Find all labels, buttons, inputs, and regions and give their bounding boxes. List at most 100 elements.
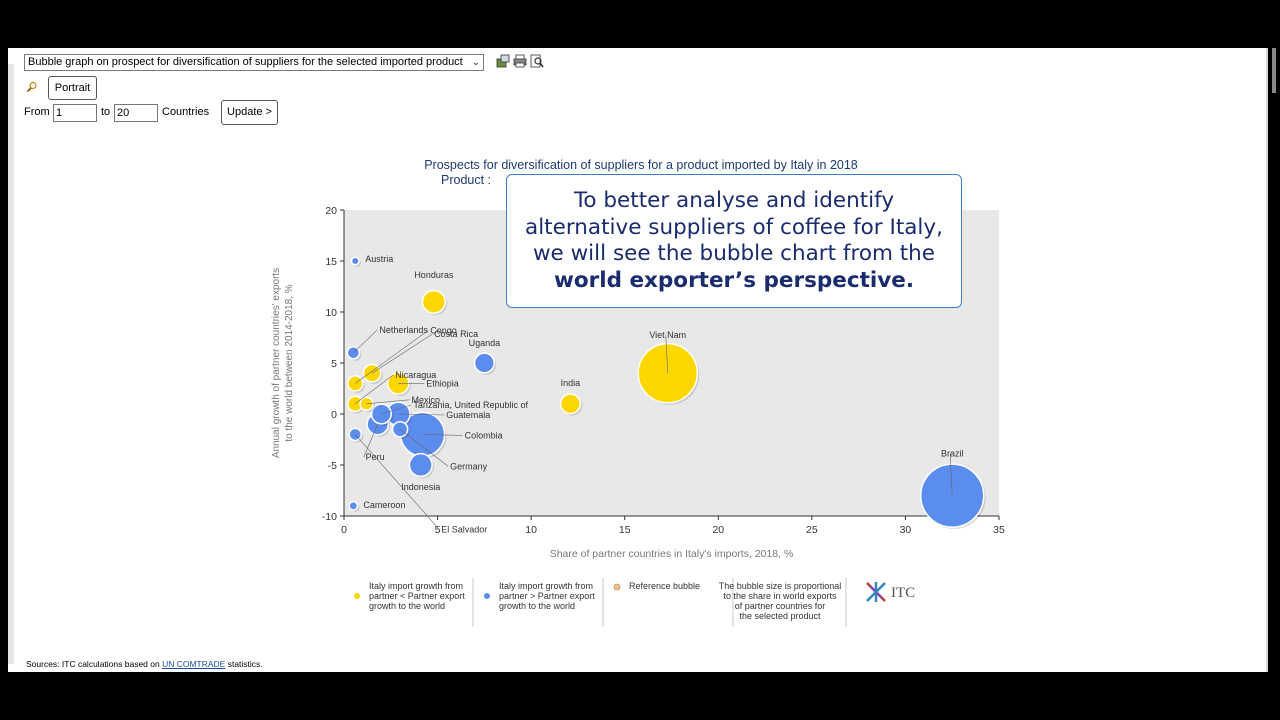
bubble-indonesia — [408, 452, 433, 478]
bubble-label: Colombia — [465, 430, 503, 440]
legend-marker-reference — [613, 583, 621, 591]
x-tick-label: 20 — [712, 524, 724, 536]
y-tick-label: 5 — [331, 358, 337, 370]
x-tick-label: 10 — [525, 524, 537, 536]
bubble-label: Costa Rica — [434, 329, 478, 339]
y-tick-label: 10 — [325, 307, 337, 319]
legend-text: partner < Partner export — [369, 591, 465, 601]
bubble-label: Netherlands — [379, 325, 428, 335]
bubble-honduras — [421, 289, 446, 314]
export-icon[interactable] — [496, 54, 510, 68]
leader-line — [366, 399, 410, 405]
portrait-button[interactable]: Portrait — [48, 76, 97, 100]
scrollbar[interactable] — [1270, 48, 1280, 672]
leader-line — [371, 333, 433, 374]
x-tick-label: 15 — [619, 524, 631, 536]
legend-text: Reference bubble — [629, 581, 700, 591]
bubble-label: Brazil — [941, 449, 964, 459]
bubble-label: El Salvador — [441, 524, 487, 534]
leader-line — [355, 330, 429, 384]
y-tick-label: 20 — [325, 205, 337, 217]
bubble-label: India — [561, 378, 581, 388]
y-tick-label: -10 — [322, 511, 337, 523]
bubble-label: Ethiopia — [426, 378, 459, 388]
legend-marker-yellow — [354, 593, 360, 599]
y-tick-label: 15 — [325, 256, 337, 268]
leader-line — [399, 429, 449, 467]
print-icon[interactable] — [513, 54, 527, 68]
graph-type-select[interactable]: Bubble graph on prospect for diversifica… — [24, 54, 484, 71]
to-label: to — [101, 106, 111, 118]
bubble-label: Congo — [430, 325, 457, 335]
legend-text: growth to the world — [369, 601, 445, 611]
bubble-label: Nicaragua — [395, 370, 436, 380]
bubble-label: Germany — [450, 461, 488, 471]
left-frame-border — [8, 64, 14, 664]
legend-text: The bubble size is proportional — [719, 581, 842, 591]
leader-line — [355, 374, 394, 405]
bubble-el-salvador — [348, 427, 363, 442]
bubble-cameroon — [348, 500, 359, 511]
y-tick-label: -5 — [328, 460, 337, 472]
itc-logo — [866, 582, 886, 602]
bubble-label: Honduras — [414, 270, 454, 280]
bubble-uganda — [473, 352, 495, 374]
legend-text: Italy import growth from — [369, 581, 463, 591]
callout-line-1: To better analyse and identify — [573, 188, 895, 213]
to-input[interactable]: 20 — [114, 104, 158, 122]
bubble-label: Viet Nam — [649, 330, 686, 340]
from-label: From — [24, 106, 50, 118]
bubble-label: Guatemala — [446, 410, 490, 420]
y-axis-title-line-2: to the world between 2014-2018, % — [284, 284, 295, 441]
callout-line-2: alternative suppliers of coffee for Ital… — [525, 214, 943, 240]
sources-suffix: statistics. — [225, 659, 263, 669]
sources-prefix: Sources: ITC calculations based on — [26, 659, 163, 669]
callout-line-4: world exporter’s perspective. — [553, 267, 914, 293]
x-tick-label: 25 — [806, 524, 818, 536]
magnifier-icon[interactable] — [26, 81, 38, 93]
leader-line — [949, 453, 953, 496]
countries-label: Countries — [162, 106, 210, 118]
bubble-label: Indonesia — [401, 482, 440, 492]
from-input[interactable]: 1 — [53, 104, 97, 122]
callout-line-3: we will see the bubble chart from the — [532, 241, 936, 266]
sources-note: Sources: ITC calculations based on UN CO… — [26, 659, 263, 669]
chevron-down-icon[interactable]: ⌄ — [471, 57, 480, 68]
legend-text: Italy import growth from — [499, 581, 593, 591]
legend-text: to the share in world exports — [723, 591, 837, 601]
scrollbar-thumb[interactable] — [1272, 48, 1276, 93]
right-frame-border — [1266, 48, 1268, 672]
x-tick-label: 0 — [341, 524, 347, 536]
bubble-label: Mexico — [411, 395, 440, 405]
leader-line — [422, 434, 463, 436]
bubble-label: Tanzania, United Republic of — [413, 400, 528, 410]
bubble-label: Austria — [365, 254, 393, 264]
un-comtrade-link[interactable]: UN COMTRADE — [162, 659, 226, 669]
chart-title: Prospects for diversification of supplie… — [424, 158, 858, 172]
x-tick-label: 30 — [900, 524, 912, 536]
legend-text: growth to the world — [499, 601, 575, 611]
bubble-austria — [350, 256, 360, 266]
bubble-label: Cameroon — [363, 500, 405, 510]
leader-line — [665, 335, 669, 374]
tutorial-callout: To better analyse and identify alternati… — [506, 174, 962, 308]
x-tick-label: 35 — [993, 524, 1005, 536]
leader-line — [381, 404, 412, 415]
leader-line — [398, 413, 445, 416]
leader-line — [355, 434, 440, 530]
leader-line — [363, 424, 378, 458]
graph-type-select-value: Bubble graph on prospect for diversifica… — [28, 56, 463, 68]
leader-line — [353, 329, 378, 354]
x-axis-title: Share of partner countries in Italy's im… — [550, 548, 794, 560]
chart-subtitle: Product : — [441, 173, 491, 187]
bubble-india — [559, 393, 582, 415]
update-button[interactable]: Update > — [221, 100, 278, 125]
bubble-label: Uganda — [469, 338, 501, 348]
itc-logo-text: ITC — [891, 585, 915, 601]
x-tick-label: 5 — [435, 524, 441, 536]
y-axis-title-line-1: Annual growth of partner countries' expo… — [271, 268, 282, 458]
legend-text: of partner countries for — [735, 601, 826, 611]
legend-marker-blue — [484, 593, 490, 599]
legend-text: partner > Partner export — [499, 591, 595, 601]
print-preview-icon[interactable] — [530, 54, 544, 68]
